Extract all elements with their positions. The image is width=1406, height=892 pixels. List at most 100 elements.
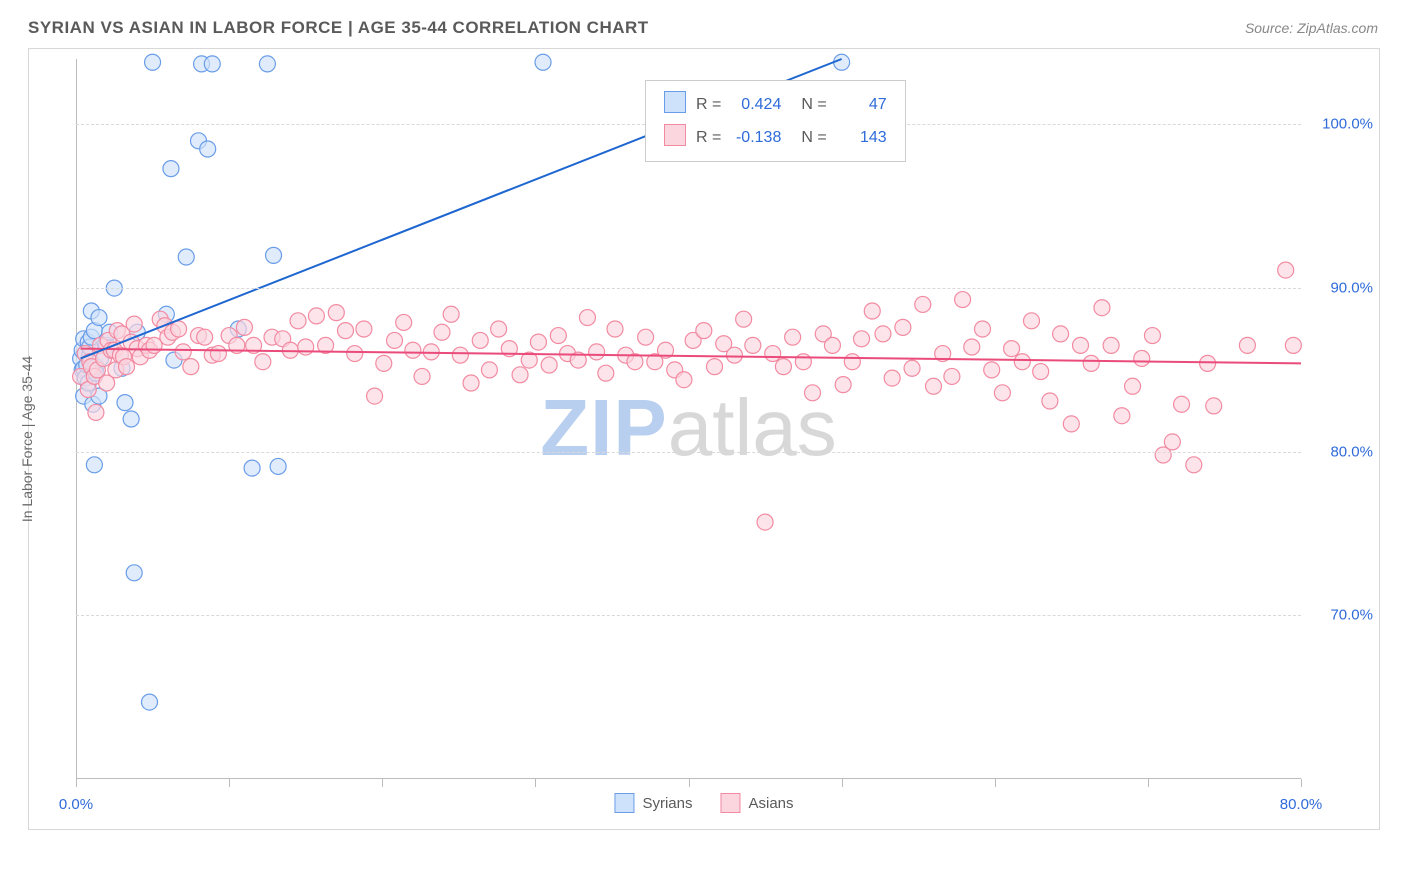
scatter-point-asians: [1206, 398, 1222, 414]
gridline: [76, 288, 1301, 289]
scatter-point-asians: [512, 367, 528, 383]
statbox-r-syrians: 0.424: [731, 96, 781, 114]
scatter-point-asians: [745, 337, 761, 353]
scatter-point-asians: [895, 319, 911, 335]
scatter-point-asians: [1200, 355, 1216, 371]
scatter-point-syrians: [204, 56, 220, 72]
scatter-point-asians: [356, 321, 372, 337]
scatter-point-asians: [298, 339, 314, 355]
x-tick: [1301, 779, 1302, 787]
x-tick-label: 80.0%: [1280, 796, 1323, 813]
x-tick: [76, 779, 77, 787]
scatter-point-asians: [396, 314, 412, 330]
statbox-swatch-asians: [664, 124, 686, 146]
scatter-point-syrians: [244, 460, 260, 476]
scatter-point-asians: [1144, 328, 1160, 344]
scatter-point-asians: [884, 370, 900, 386]
scatter-point-asians: [175, 344, 191, 360]
scatter-point-asians: [1094, 300, 1110, 316]
chart-frame: In Labor Force | Age 35-44 ZIPatlas 70.0…: [28, 48, 1380, 830]
scatter-point-asians: [1073, 337, 1089, 353]
scatter-point-asians: [1174, 396, 1190, 412]
scatter-point-asians: [443, 306, 459, 322]
scatter-point-asians: [757, 514, 773, 530]
legend: Syrians Asians: [614, 793, 793, 813]
scatter-point-asians: [1125, 378, 1141, 394]
x-tick: [535, 779, 536, 787]
x-tick-label: 0.0%: [59, 796, 93, 813]
scatter-point-asians: [589, 344, 605, 360]
scatter-point-asians: [387, 332, 403, 348]
scatter-point-asians: [1083, 355, 1099, 371]
scatter-point-asians: [1114, 408, 1130, 424]
scatter-point-asians: [88, 404, 104, 420]
scatter-point-asians: [844, 354, 860, 370]
scatter-point-syrians: [145, 54, 161, 70]
scatter-point-syrians: [126, 565, 142, 581]
plot-area: ZIPatlas 70.0%80.0%90.0%100.0%0.0%80.0%R…: [76, 59, 1301, 779]
scatter-point-asians: [915, 296, 931, 312]
scatter-point-asians: [183, 359, 199, 375]
legend-swatch-syrians: [614, 793, 634, 813]
scatter-point-asians: [736, 311, 752, 327]
scatter-point-asians: [1103, 337, 1119, 353]
scatter-point-asians: [550, 328, 566, 344]
scatter-point-syrians: [535, 54, 551, 70]
x-tick: [382, 779, 383, 787]
scatter-point-syrians: [86, 457, 102, 473]
scatter-point-asians: [308, 308, 324, 324]
scatter-point-asians: [541, 357, 557, 373]
scatter-point-asians: [984, 362, 1000, 378]
scatter-point-syrians: [270, 458, 286, 474]
scatter-point-asians: [638, 329, 654, 345]
scatter-point-syrians: [259, 56, 275, 72]
scatter-point-syrians: [123, 411, 139, 427]
scatter-point-asians: [236, 319, 252, 335]
scatter-point-asians: [975, 321, 991, 337]
statbox-n-label: N =: [787, 89, 830, 120]
scatter-point-asians: [944, 368, 960, 384]
x-tick: [689, 779, 690, 787]
scatter-point-asians: [955, 292, 971, 308]
scatter-point-asians: [765, 346, 781, 362]
statbox-r-label: R =: [692, 122, 725, 153]
gridline: [76, 452, 1301, 453]
scatter-point-asians: [579, 310, 595, 326]
scatter-point-asians: [696, 323, 712, 339]
chart-source: Source: ZipAtlas.com: [1245, 20, 1378, 36]
scatter-point-syrians: [266, 247, 282, 263]
scatter-point-asians: [328, 305, 344, 321]
scatter-point-asians: [1024, 313, 1040, 329]
scatter-point-asians: [119, 359, 135, 375]
y-tick-label: 70.0%: [1330, 607, 1373, 624]
scatter-point-asians: [481, 362, 497, 378]
scatter-point-asians: [463, 375, 479, 391]
scatter-point-asians: [452, 347, 468, 363]
scatter-point-asians: [1285, 337, 1301, 353]
scatter-point-asians: [854, 331, 870, 347]
scatter-point-asians: [414, 368, 430, 384]
scatter-point-asians: [472, 332, 488, 348]
scatter-point-asians: [347, 346, 363, 362]
x-tick: [842, 779, 843, 787]
statbox-r-label: R =: [692, 89, 725, 120]
statbox-r-asians: -0.138: [731, 129, 781, 147]
scatter-point-asians: [1014, 354, 1030, 370]
scatter-point-asians: [785, 329, 801, 345]
scatter-point-syrians: [117, 395, 133, 411]
x-tick: [229, 779, 230, 787]
legend-label-asians: Asians: [749, 795, 794, 812]
scatter-point-asians: [197, 329, 213, 345]
y-tick-label: 80.0%: [1330, 443, 1373, 460]
scatter-point-asians: [904, 360, 920, 376]
legend-swatch-asians: [721, 793, 741, 813]
statbox-swatch-syrians: [664, 91, 686, 113]
legend-item-syrians: Syrians: [614, 793, 692, 813]
scatter-point-asians: [491, 321, 507, 337]
scatter-point-asians: [210, 346, 226, 362]
scatter-point-asians: [171, 321, 187, 337]
scatter-point-asians: [775, 359, 791, 375]
scatter-point-asians: [367, 388, 383, 404]
scatter-point-asians: [1053, 326, 1069, 342]
scatter-point-asians: [676, 372, 692, 388]
